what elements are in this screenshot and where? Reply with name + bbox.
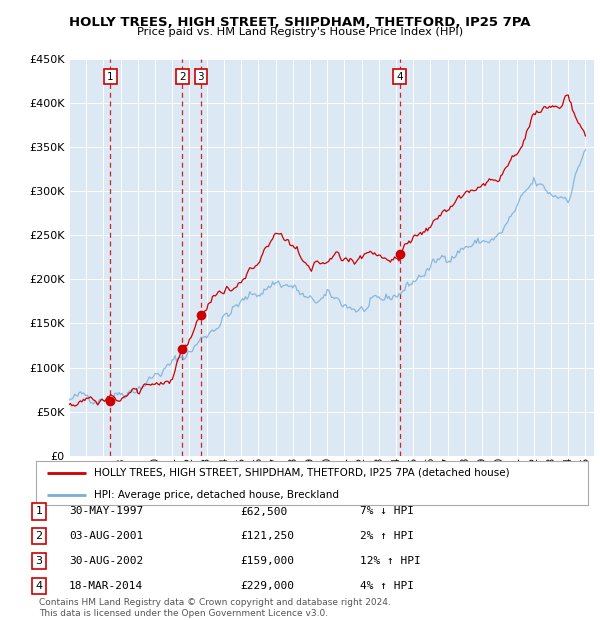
Text: £229,000: £229,000 bbox=[240, 581, 294, 591]
Text: 2% ↑ HPI: 2% ↑ HPI bbox=[360, 531, 414, 541]
Text: 3: 3 bbox=[35, 556, 43, 566]
Text: 1: 1 bbox=[107, 71, 114, 82]
Text: £62,500: £62,500 bbox=[240, 507, 287, 516]
Text: £121,250: £121,250 bbox=[240, 531, 294, 541]
Text: 03-AUG-2001: 03-AUG-2001 bbox=[69, 531, 143, 541]
Text: 4% ↑ HPI: 4% ↑ HPI bbox=[360, 581, 414, 591]
Text: 1: 1 bbox=[35, 507, 43, 516]
Text: HPI: Average price, detached house, Breckland: HPI: Average price, detached house, Brec… bbox=[94, 490, 339, 500]
Text: 30-AUG-2002: 30-AUG-2002 bbox=[69, 556, 143, 566]
Text: 4: 4 bbox=[397, 71, 403, 82]
Text: 2: 2 bbox=[179, 71, 186, 82]
Text: HOLLY TREES, HIGH STREET, SHIPDHAM, THETFORD, IP25 7PA (detached house): HOLLY TREES, HIGH STREET, SHIPDHAM, THET… bbox=[94, 467, 509, 478]
Text: 3: 3 bbox=[197, 71, 204, 82]
Text: 7% ↓ HPI: 7% ↓ HPI bbox=[360, 507, 414, 516]
Text: HOLLY TREES, HIGH STREET, SHIPDHAM, THETFORD, IP25 7PA: HOLLY TREES, HIGH STREET, SHIPDHAM, THET… bbox=[69, 16, 531, 29]
Text: Contains HM Land Registry data © Crown copyright and database right 2024.
This d: Contains HM Land Registry data © Crown c… bbox=[39, 598, 391, 618]
Text: 30-MAY-1997: 30-MAY-1997 bbox=[69, 507, 143, 516]
Text: 2: 2 bbox=[35, 531, 43, 541]
Text: Price paid vs. HM Land Registry's House Price Index (HPI): Price paid vs. HM Land Registry's House … bbox=[137, 27, 463, 37]
Text: 12% ↑ HPI: 12% ↑ HPI bbox=[360, 556, 421, 566]
Text: 4: 4 bbox=[35, 581, 43, 591]
Text: £159,000: £159,000 bbox=[240, 556, 294, 566]
Text: 18-MAR-2014: 18-MAR-2014 bbox=[69, 581, 143, 591]
